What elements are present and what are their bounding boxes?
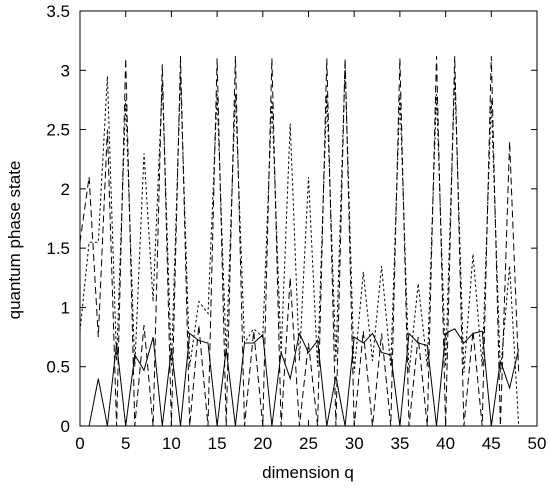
y-tick-label: 0.5 <box>46 358 70 377</box>
x-tick-label: 0 <box>75 434 84 453</box>
x-tick-label: 20 <box>253 434 272 453</box>
y-tick-label: 2 <box>61 180 70 199</box>
x-axis-title: dimension q <box>262 463 354 482</box>
series-line-solid <box>80 328 520 427</box>
y-tick-label: 2.5 <box>46 121 70 140</box>
plot-frame <box>79 10 538 427</box>
x-tick-label: 5 <box>121 434 130 453</box>
series-line-dotted <box>79 64 520 427</box>
y-tick-label: 0 <box>61 417 70 436</box>
series-line-dashed <box>79 56 520 427</box>
x-tick-label: 40 <box>436 434 455 453</box>
x-tick-label: 50 <box>528 434 547 453</box>
x-tick-label: 30 <box>345 434 364 453</box>
x-tick-label: 15 <box>208 434 227 453</box>
x-tick-label: 25 <box>299 434 318 453</box>
y-tick-label: 1.5 <box>46 239 70 258</box>
y-axis-title: quantum phase state <box>5 161 24 320</box>
x-tick-label: 10 <box>162 434 181 453</box>
y-tick-label: 3 <box>61 61 70 80</box>
y-tick-label: 1 <box>61 298 70 317</box>
x-tick-label: 45 <box>482 434 501 453</box>
x-tick-label: 35 <box>390 434 409 453</box>
y-tick-label: 3.5 <box>46 2 70 21</box>
